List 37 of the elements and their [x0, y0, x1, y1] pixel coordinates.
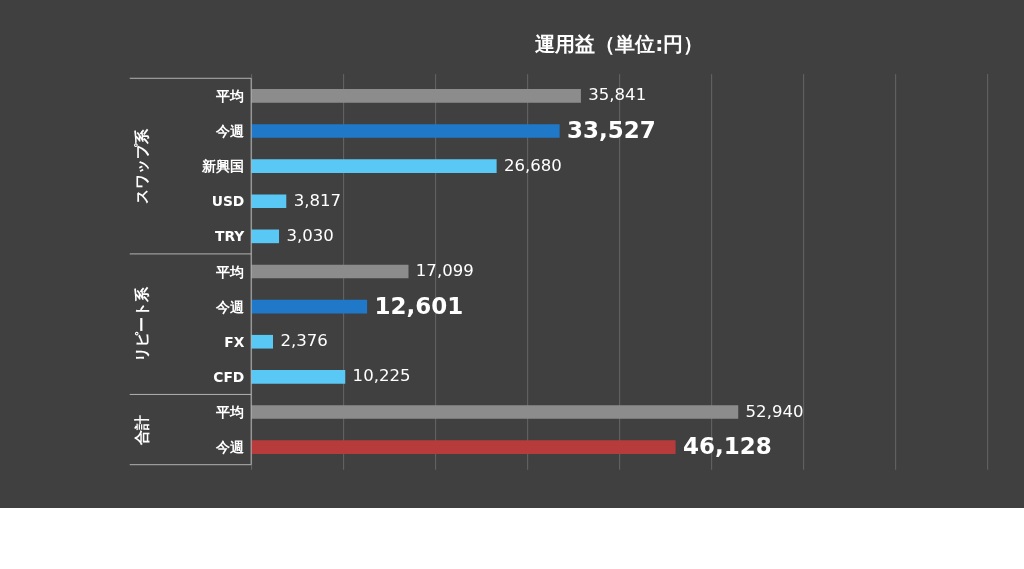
- chart-title: 運用益（単位:円）: [534, 31, 704, 56]
- data-label: 2,376: [280, 331, 328, 351]
- text: リピート系: [133, 285, 151, 362]
- y-tick-label: 平均: [215, 404, 245, 421]
- y-tick-label: 今週: [215, 298, 246, 315]
- y-tick-label: 今週: [215, 439, 246, 456]
- data-label: 26,680: [504, 155, 562, 175]
- bar: [251, 334, 274, 349]
- data-label: 35,841: [588, 85, 647, 105]
- data-label: 3,030: [286, 225, 334, 245]
- data-label: 10,225: [352, 366, 411, 386]
- bar: [251, 370, 346, 384]
- data-label: 12,601: [374, 292, 464, 319]
- data-label: 33,527: [566, 117, 656, 144]
- y-tick-label: 平均: [215, 263, 245, 280]
- bar: [251, 124, 560, 138]
- y-tick-label: 今週: [215, 123, 246, 140]
- y-tick-label: FX: [224, 333, 245, 350]
- y-tick-label: TRY: [214, 228, 246, 245]
- data-label: 46,128: [682, 433, 772, 460]
- bar: [251, 264, 409, 279]
- data-label: 52,940: [745, 401, 804, 421]
- bar: [251, 159, 497, 173]
- bar: [251, 229, 280, 244]
- text: スワップ系: [133, 127, 151, 204]
- y-tick-label: CFD: [213, 368, 245, 385]
- data-label: 17,099: [415, 261, 474, 281]
- y-tick-label: 平均: [215, 87, 245, 104]
- bar: [251, 405, 739, 419]
- bar: [251, 194, 287, 209]
- y-tick-label: USD: [211, 193, 245, 210]
- bar: [251, 299, 368, 314]
- bar: [251, 89, 581, 103]
- data-label: 3,817: [293, 190, 342, 210]
- bar: [251, 440, 676, 454]
- text: 合計: [133, 414, 151, 446]
- y-tick-label: 新興国: [201, 158, 245, 175]
